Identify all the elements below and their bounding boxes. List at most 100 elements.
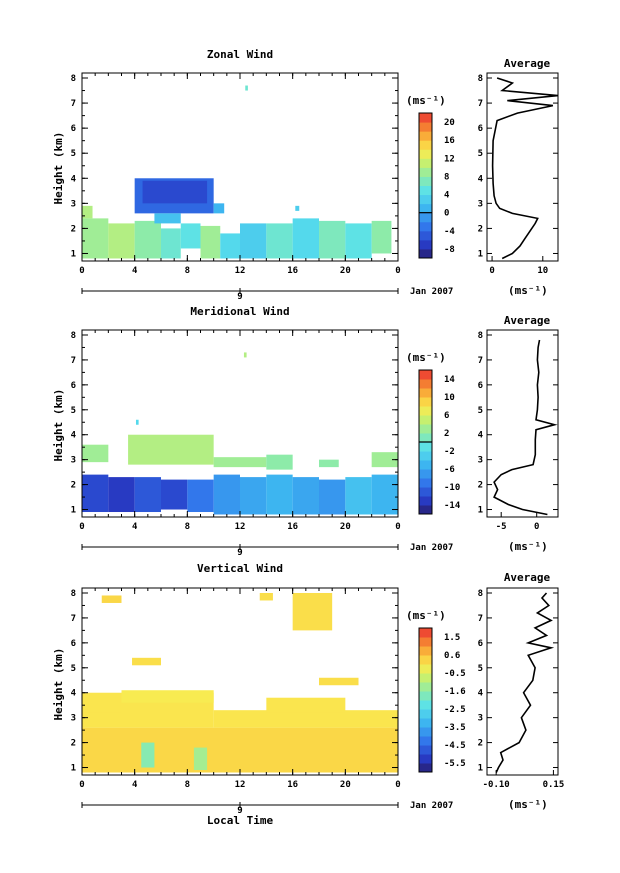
x-tick-label: 12 <box>235 780 246 790</box>
x-tick-label: 12 <box>235 266 246 276</box>
colorbar-swatch <box>419 496 432 506</box>
heatmap-cell <box>213 474 240 515</box>
average-x-tick-label: 0 <box>489 266 494 276</box>
colorbar-tick-label: 6 <box>444 411 449 421</box>
average-x-tick-label: 0.15 <box>543 780 565 790</box>
y-tick-label: 5 <box>71 149 76 159</box>
average-y-tick-label: 5 <box>478 406 483 416</box>
colorbar-swatch <box>419 370 432 380</box>
y-tick-label: 2 <box>71 739 76 749</box>
average-y-tick-label: 8 <box>478 331 483 341</box>
y-tick-label: 6 <box>71 124 76 134</box>
y-axis-label: Height (km) <box>52 389 65 462</box>
colorbar-swatch <box>419 655 432 665</box>
y-axis-label: Height (km) <box>52 132 65 205</box>
y-tick-label: 4 <box>71 431 77 441</box>
x-tick-label: 20 <box>340 266 351 276</box>
heatmap-cell <box>161 228 181 259</box>
colorbar-tick-label: -4 <box>444 227 455 237</box>
average-y-tick-label: 8 <box>478 74 483 84</box>
colorbar-swatch <box>419 736 432 746</box>
heatmap-cell <box>108 477 135 513</box>
average-x-tick-label: 10 <box>537 266 548 276</box>
x-tick-label: 16 <box>287 522 298 532</box>
average-title: Average <box>504 314 551 327</box>
heatmap-cell <box>213 203 225 214</box>
colorbar-swatch <box>419 113 432 123</box>
colorbar-unit: (ms⁻¹) <box>406 94 446 107</box>
colorbar-frame <box>418 627 433 773</box>
colorbar-swatch <box>419 248 432 259</box>
average-unit: (ms⁻¹) <box>508 798 548 811</box>
heatmap-cell <box>292 592 333 631</box>
colorbar-swatch <box>419 754 432 764</box>
colorbar-tick-label: -10 <box>444 483 460 493</box>
colorbar-swatch <box>419 122 432 132</box>
date-label: Jan 2007 <box>410 801 453 811</box>
colorbar-tick-label: -8 <box>444 245 455 255</box>
heatmap-cell <box>371 452 398 468</box>
average-profile-line <box>491 77 559 260</box>
colorbar-tick-label: -6 <box>444 465 455 475</box>
heatmap-cell <box>371 474 398 515</box>
heatmap-cell <box>319 677 359 686</box>
colorbar-tick-label: 8 <box>444 172 449 182</box>
colorbar-swatch <box>419 763 432 773</box>
heatmap-cell <box>266 474 293 515</box>
colorbar-tick-label: 16 <box>444 136 455 146</box>
heatmap-cell <box>132 657 161 666</box>
colorbar-swatch <box>419 637 432 647</box>
colorbar-swatch <box>419 469 432 479</box>
colorbar-tick-label: -5.5 <box>444 759 466 769</box>
average-y-tick-label: 2 <box>478 739 483 749</box>
average-y-tick-label: 2 <box>478 224 483 234</box>
colorbar-swatch <box>419 221 432 232</box>
x-tick-label: 0 <box>79 522 84 532</box>
average-x-tick-label: -5 <box>496 522 507 532</box>
y-tick-label: 3 <box>71 199 76 209</box>
meridional-wind-panel: Meridional Wind Height (km) Jan 2007 9 (… <box>52 305 559 558</box>
colorbar-swatch <box>419 167 432 177</box>
colorbar-swatch <box>419 230 432 241</box>
heatmap-cell <box>135 419 139 425</box>
y-tick-label: 2 <box>71 224 76 234</box>
colorbar-swatch <box>419 718 432 728</box>
x-tick-label: 20 <box>340 522 351 532</box>
colorbar-swatch <box>419 691 432 701</box>
heatmap-cell <box>245 85 248 91</box>
colorbar-swatch <box>419 487 432 497</box>
heatmap-cell <box>121 690 214 703</box>
average-frame <box>486 329 559 518</box>
heatmap-cell <box>180 223 201 249</box>
heatmap-cell <box>161 479 188 510</box>
colorbar-swatch <box>419 628 432 638</box>
x-axis-label: Local Time <box>207 814 274 827</box>
colorbar-swatch <box>419 451 432 461</box>
y-tick-label: 6 <box>71 639 76 649</box>
colorbar-tick-label: 14 <box>444 375 455 385</box>
x-tick-label: 0 <box>395 266 400 276</box>
colorbar-swatch <box>419 505 432 515</box>
colorbar-swatch <box>419 158 432 168</box>
average-y-tick-label: 3 <box>478 714 483 724</box>
heatmap-cell <box>240 477 267 515</box>
colorbar-swatch <box>419 442 432 452</box>
y-tick-label: 4 <box>71 689 77 699</box>
date-label: Jan 2007 <box>410 287 453 297</box>
colorbar-tick-label: -2.5 <box>444 705 466 715</box>
y-tick-label: 3 <box>71 456 76 466</box>
y-tick-label: 1 <box>71 249 76 259</box>
colorbar-swatch <box>419 176 432 186</box>
x-tick-label: 0 <box>395 522 400 532</box>
average-profile-line <box>495 592 555 773</box>
colorbar-tick-label: 20 <box>444 118 455 128</box>
heatmap-cell <box>142 180 208 204</box>
x-tick-label: 0 <box>395 780 400 790</box>
heatmap-cell <box>82 218 109 259</box>
x-tick-label: 4 <box>132 522 138 532</box>
heatmap-cell <box>128 434 214 465</box>
y-tick-label: 8 <box>71 331 76 341</box>
average-x-tick-label: -0.10 <box>483 780 510 790</box>
x-tick-label: 12 <box>235 522 246 532</box>
